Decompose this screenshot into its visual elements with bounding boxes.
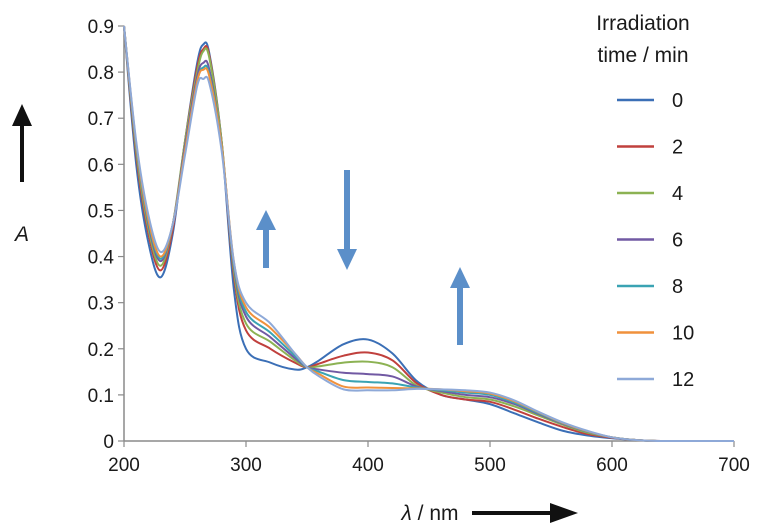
legend-title-line-2: time / min: [597, 44, 688, 67]
x-tick-label: 400: [352, 455, 384, 476]
legend-label-0: 0: [672, 90, 683, 112]
y-tick-label: 0.8: [88, 63, 114, 84]
trend-arrow-up-icon-1: [256, 210, 276, 268]
legend-label-10: 10: [672, 323, 694, 345]
y-tick-label: 0.4: [88, 248, 115, 269]
y-tick-label: 0.1: [88, 386, 114, 407]
x-tick-label: 700: [718, 455, 750, 476]
x-axis-arrow-icon: [472, 503, 578, 523]
trend-arrow-down-icon: [337, 170, 357, 270]
legend-label-2: 2: [672, 137, 683, 159]
y-tick-label: 0.5: [88, 201, 114, 222]
y-tick-label: 0.3: [88, 294, 114, 315]
x-axis-title-unit: / nm: [412, 502, 459, 525]
x-axis-title-symbol: λ: [400, 502, 411, 525]
trend-arrow-up-icon-2: [450, 267, 470, 345]
y-tick-label: 0.2: [88, 340, 114, 361]
x-axis-title: λ / nm: [400, 502, 458, 525]
legend-label-6: 6: [672, 230, 683, 252]
y-tick-label: 0.7: [88, 109, 114, 130]
legend-label-12: 12: [672, 369, 694, 391]
x-tick-label: 600: [596, 455, 628, 476]
y-tick-label: 0: [103, 432, 114, 453]
x-tick-label: 200: [108, 455, 140, 476]
y-axis-arrow-icon: [12, 104, 32, 182]
x-tick-label: 500: [474, 455, 506, 476]
x-tick-label: 300: [230, 455, 262, 476]
series-line-12-min: [123, 25, 734, 443]
legend-title-line-1: Irradiation: [596, 12, 689, 35]
y-tick-label: 0.6: [88, 155, 114, 176]
y-axis-title: A: [13, 223, 29, 246]
legend-label-8: 8: [672, 276, 683, 298]
legend-label-4: 4: [672, 183, 683, 205]
y-tick-label: 0.9: [88, 17, 114, 38]
